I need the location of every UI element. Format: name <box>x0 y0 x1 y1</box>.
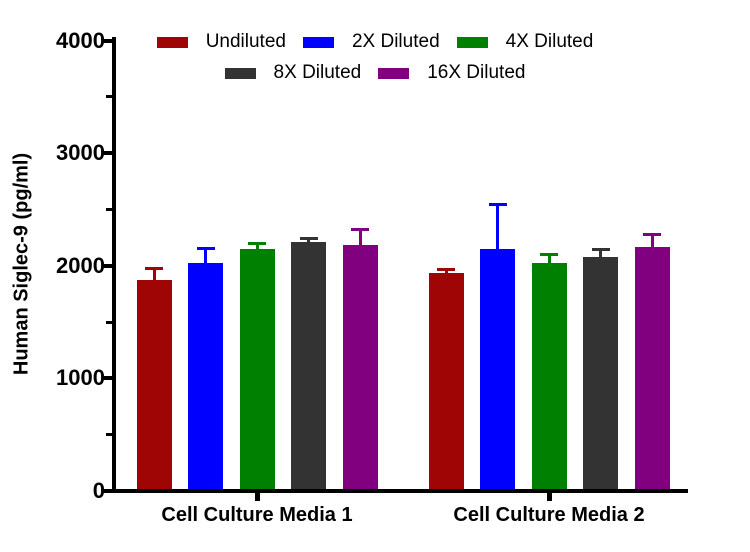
legend-item: 16X Diluted <box>378 62 525 84</box>
legend-swatch-icon <box>156 36 188 48</box>
error-bar-line <box>650 233 654 249</box>
y-axis-minor-tick <box>106 320 112 324</box>
x-axis-group-tick <box>546 493 552 501</box>
x-category-label: Cell Culture Media 2 <box>453 504 645 526</box>
legend-label: 8X Diluted <box>273 62 362 83</box>
legend-label: 4X Diluted <box>505 31 594 52</box>
error-bar-cap <box>540 252 558 256</box>
error-bar-line <box>255 241 259 252</box>
error-bar-line <box>599 248 602 259</box>
y-axis-tick-label: 4000 <box>56 27 105 53</box>
legend-item: 4X Diluted <box>456 31 594 53</box>
error-bar-cap <box>299 237 318 241</box>
y-axis-minor-tick <box>106 207 112 211</box>
bar <box>239 249 275 493</box>
y-axis-major-tick <box>102 263 112 268</box>
y-axis-tick-label: 2000 <box>56 252 105 278</box>
error-bar-cap <box>196 246 215 250</box>
x-category-label: Cell Culture Media 1 <box>161 504 353 526</box>
legend-swatch-icon <box>378 67 410 79</box>
error-bar-line <box>358 228 362 248</box>
error-bar-line <box>307 237 310 245</box>
y-axis-line <box>112 37 116 493</box>
error-bar-cap <box>351 228 369 232</box>
legend-row: 8X Diluted 16X Diluted <box>224 62 525 84</box>
legend-swatch-icon <box>224 67 256 79</box>
legend-swatch-icon <box>456 36 488 48</box>
error-bar-cap <box>145 267 163 271</box>
error-bar-line <box>444 268 448 276</box>
legend-item: Undiluted <box>156 31 286 53</box>
legend-label: Undiluted <box>205 31 286 52</box>
error-bar-line <box>547 252 551 265</box>
y-axis-minor-tick <box>106 433 112 437</box>
error-bar-cap <box>591 248 610 252</box>
bar <box>583 256 618 493</box>
bar <box>480 249 515 493</box>
y-axis-major-tick <box>102 489 112 493</box>
error-bar-line <box>152 267 156 283</box>
legend-row: Undiluted 2X Diluted 4X Diluted <box>156 31 594 53</box>
x-axis-group-tick <box>254 493 260 501</box>
y-axis-tick-label: 3000 <box>56 140 105 166</box>
x-axis-line <box>112 489 688 493</box>
error-bar-cap <box>643 233 661 237</box>
error-bar-cap <box>488 203 507 207</box>
bar <box>188 262 223 493</box>
y-axis-major-tick <box>102 376 112 381</box>
bar <box>634 246 670 493</box>
legend-label: 16X Diluted <box>427 62 526 83</box>
bar <box>428 273 464 493</box>
bar <box>531 262 567 493</box>
legend-label: 2X Diluted <box>351 31 440 52</box>
y-axis-tick-label: 1000 <box>56 365 105 391</box>
y-axis-minor-tick <box>106 95 112 99</box>
legend: Undiluted 2X Diluted 4X Diluted 8X Diluted 1… <box>40 31 710 84</box>
bar <box>342 245 378 493</box>
y-axis-tick-label: 0 <box>92 478 105 503</box>
legend-swatch-icon <box>302 36 334 48</box>
y-axis-major-tick <box>102 151 112 156</box>
y-axis-title: Human Siglec-9 (pg/ml) <box>10 152 33 376</box>
error-bar-cap <box>437 268 455 271</box>
bar <box>291 242 326 493</box>
error-bar-line <box>496 203 499 252</box>
error-bar-line <box>204 246 207 265</box>
legend-item: 8X Diluted <box>224 62 362 84</box>
bar <box>136 280 172 493</box>
legend-item: 2X Diluted <box>302 31 440 53</box>
y-axis-major-tick <box>102 38 112 43</box>
error-bar-cap <box>248 241 266 245</box>
